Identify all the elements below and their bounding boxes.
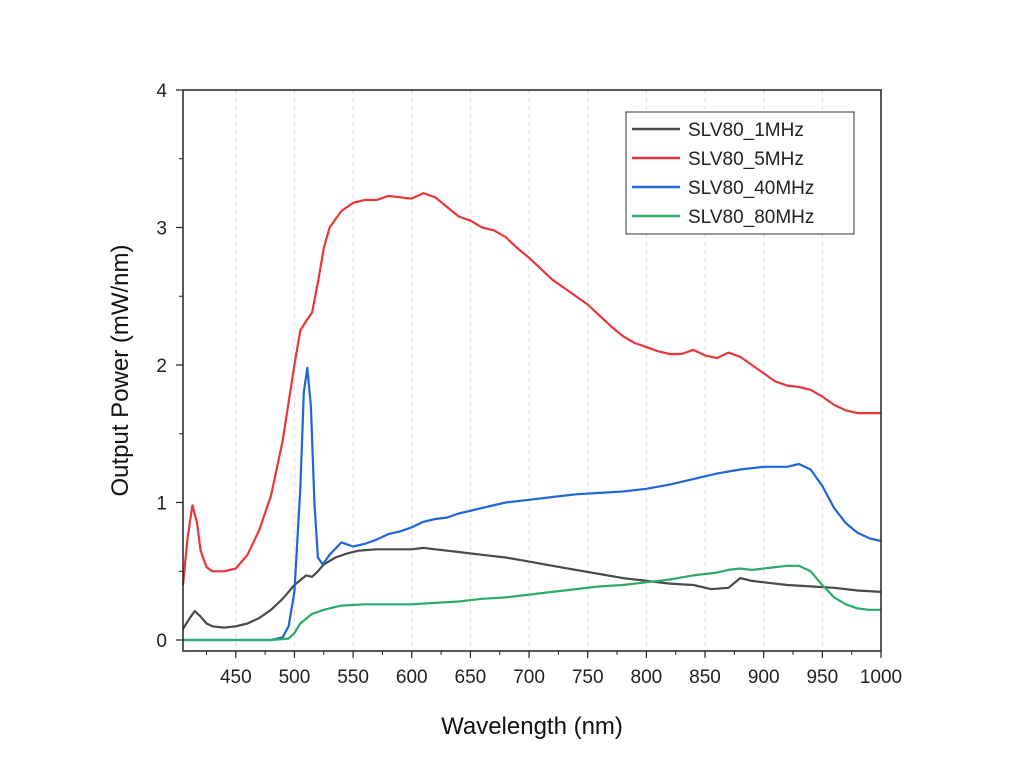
legend: SLV80_1MHz SLV80_5MHz SLV80_40MHz SLV80_80M… xyxy=(625,111,855,235)
x-tick-label: 1000 xyxy=(860,667,902,688)
legend-label: SLV80_1MHz xyxy=(688,120,804,141)
x-tick-label: 900 xyxy=(748,667,780,688)
axis-ticks: 450 500 550 600 650 700 750 800 850 900 950 1000 0 1 2… xyxy=(156,81,902,688)
series-line-slv80-80mhz xyxy=(183,564,881,642)
series-layer xyxy=(181,192,882,642)
x-tick-label: 600 xyxy=(396,667,428,688)
y-tick-label: 3 xyxy=(156,219,167,240)
y-axis-title: Output Power (mW/nm) xyxy=(107,244,134,496)
x-tick-label: 650 xyxy=(455,667,487,688)
grid-lines xyxy=(235,90,823,651)
x-tick-label: 500 xyxy=(279,667,311,688)
plot-frame xyxy=(182,89,882,652)
x-axis-title: Wavelength (nm) xyxy=(441,713,623,740)
x-tick-label: 700 xyxy=(513,667,545,688)
series-line-slv80-40mhz xyxy=(183,366,882,642)
legend-box xyxy=(625,111,855,235)
x-tick-label: 750 xyxy=(572,667,604,688)
x-tick-label: 950 xyxy=(806,667,838,688)
y-tick-label: 2 xyxy=(156,356,167,377)
series-line-slv80-5mhz xyxy=(181,192,881,586)
x-tick-label: 450 xyxy=(220,667,252,688)
series-line-slv80-1mhz xyxy=(182,546,882,630)
y-tick-label: 1 xyxy=(156,494,167,515)
x-tick-label: 850 xyxy=(689,667,721,688)
y-tick-label: 0 xyxy=(156,631,167,652)
legend-label: SLV80_40MHz xyxy=(688,178,814,199)
x-tick-label: 550 xyxy=(337,667,369,688)
legend-label: SLV80_5MHz xyxy=(688,149,804,170)
y-tick-label: 4 xyxy=(156,81,167,102)
x-tick-label: 800 xyxy=(631,667,663,688)
legend-label: SLV80_80MHz xyxy=(688,207,814,228)
